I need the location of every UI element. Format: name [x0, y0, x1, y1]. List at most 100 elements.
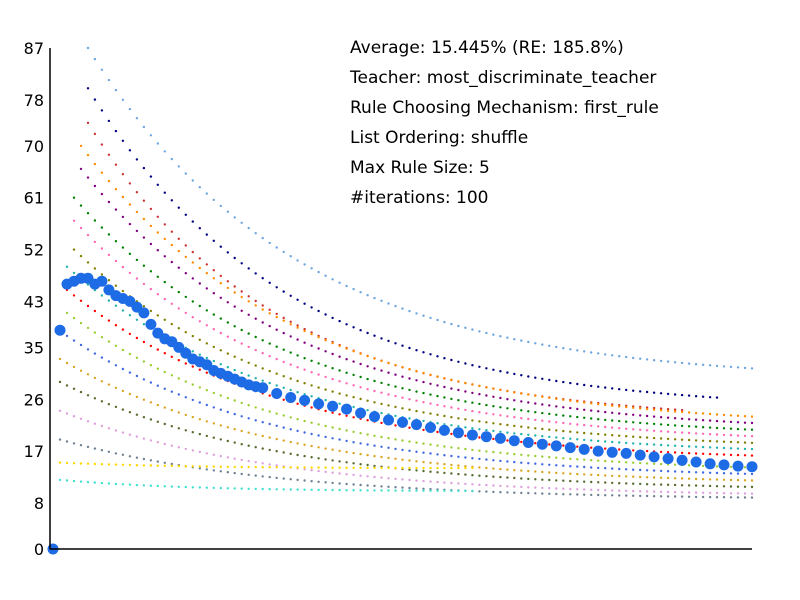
background-point [86, 121, 90, 125]
background-point [736, 472, 740, 475]
background-point [191, 261, 194, 264]
background-point [191, 220, 194, 223]
background-point [743, 466, 747, 469]
background-point [429, 461, 432, 464]
background-point [534, 478, 537, 481]
background-point [352, 489, 355, 492]
background-point [142, 236, 146, 239]
main-point [592, 445, 604, 457]
background-point [694, 452, 698, 455]
background-point [743, 485, 747, 488]
y-tick-label: 87 [24, 39, 44, 58]
background-point [142, 464, 146, 467]
background-point [548, 344, 551, 347]
background-point [268, 308, 271, 311]
background-point [680, 451, 684, 455]
background-point [534, 427, 537, 430]
background-point [352, 405, 355, 409]
background-point [722, 433, 726, 437]
main-point [746, 461, 758, 473]
background-point [401, 387, 404, 390]
background-point [79, 254, 83, 258]
background-point [569, 479, 572, 483]
background-point [408, 309, 411, 313]
background-point [618, 388, 621, 391]
main-point [425, 422, 436, 433]
background-point [100, 226, 104, 229]
background-point [268, 448, 271, 452]
background-point [170, 444, 173, 447]
background-point [359, 489, 362, 492]
background-point [443, 414, 446, 418]
background-point [436, 453, 439, 456]
background-point [149, 418, 153, 421]
background-point [212, 328, 215, 331]
background-point [687, 411, 691, 414]
background-point [436, 394, 439, 398]
background-point [645, 358, 649, 361]
background-point [645, 390, 649, 394]
background-point [429, 443, 432, 446]
background-point [415, 489, 418, 492]
background-point [722, 427, 726, 430]
background-point [156, 384, 159, 387]
background-point [177, 290, 180, 294]
background-point [303, 419, 306, 423]
background-point [170, 464, 173, 468]
background-point [673, 424, 677, 427]
background-point [387, 361, 390, 365]
background-point [345, 394, 348, 397]
background-point [583, 383, 586, 387]
background-point [750, 485, 754, 489]
background-point [485, 367, 488, 370]
background-point [275, 357, 278, 361]
background-point [687, 445, 691, 448]
background-point [247, 361, 250, 364]
background-point [142, 199, 146, 202]
background-point [142, 166, 146, 170]
background-point [338, 482, 341, 485]
background-point [324, 458, 327, 461]
background-point [275, 424, 278, 427]
background-point [303, 479, 306, 482]
background-point [534, 486, 537, 489]
background-point [632, 461, 635, 464]
background-point [254, 487, 257, 491]
background-point [86, 326, 90, 330]
background-point [86, 87, 90, 90]
background-point [149, 175, 153, 178]
background-point [639, 407, 642, 410]
background-point [652, 443, 656, 446]
main-point [341, 403, 353, 415]
background-series [58, 46, 754, 499]
average-text: Average: 15.445% (RE: 185.8%) [350, 38, 624, 58]
background-point [198, 257, 201, 260]
background-point [659, 483, 663, 486]
background-point [135, 318, 139, 321]
background-point [415, 466, 418, 470]
background-point [268, 463, 271, 466]
background-point [652, 391, 656, 394]
background-point [736, 427, 740, 431]
background-point [100, 400, 104, 403]
background-point [317, 309, 320, 313]
background-point [128, 483, 132, 486]
background-point [415, 469, 418, 472]
background-point [352, 451, 355, 455]
background-point [541, 470, 544, 474]
background-point [506, 389, 509, 393]
background-point [142, 437, 146, 440]
background-point [135, 336, 139, 340]
background-point [177, 377, 180, 380]
background-point [743, 447, 747, 451]
background-point [715, 471, 719, 475]
background-point [170, 485, 173, 488]
background-point [240, 371, 243, 375]
background-point [499, 491, 502, 494]
background-point [694, 418, 698, 421]
background-point [135, 456, 139, 459]
background-point [652, 429, 656, 432]
background-point [373, 389, 376, 393]
background-point [743, 428, 747, 431]
background-point [100, 247, 104, 250]
